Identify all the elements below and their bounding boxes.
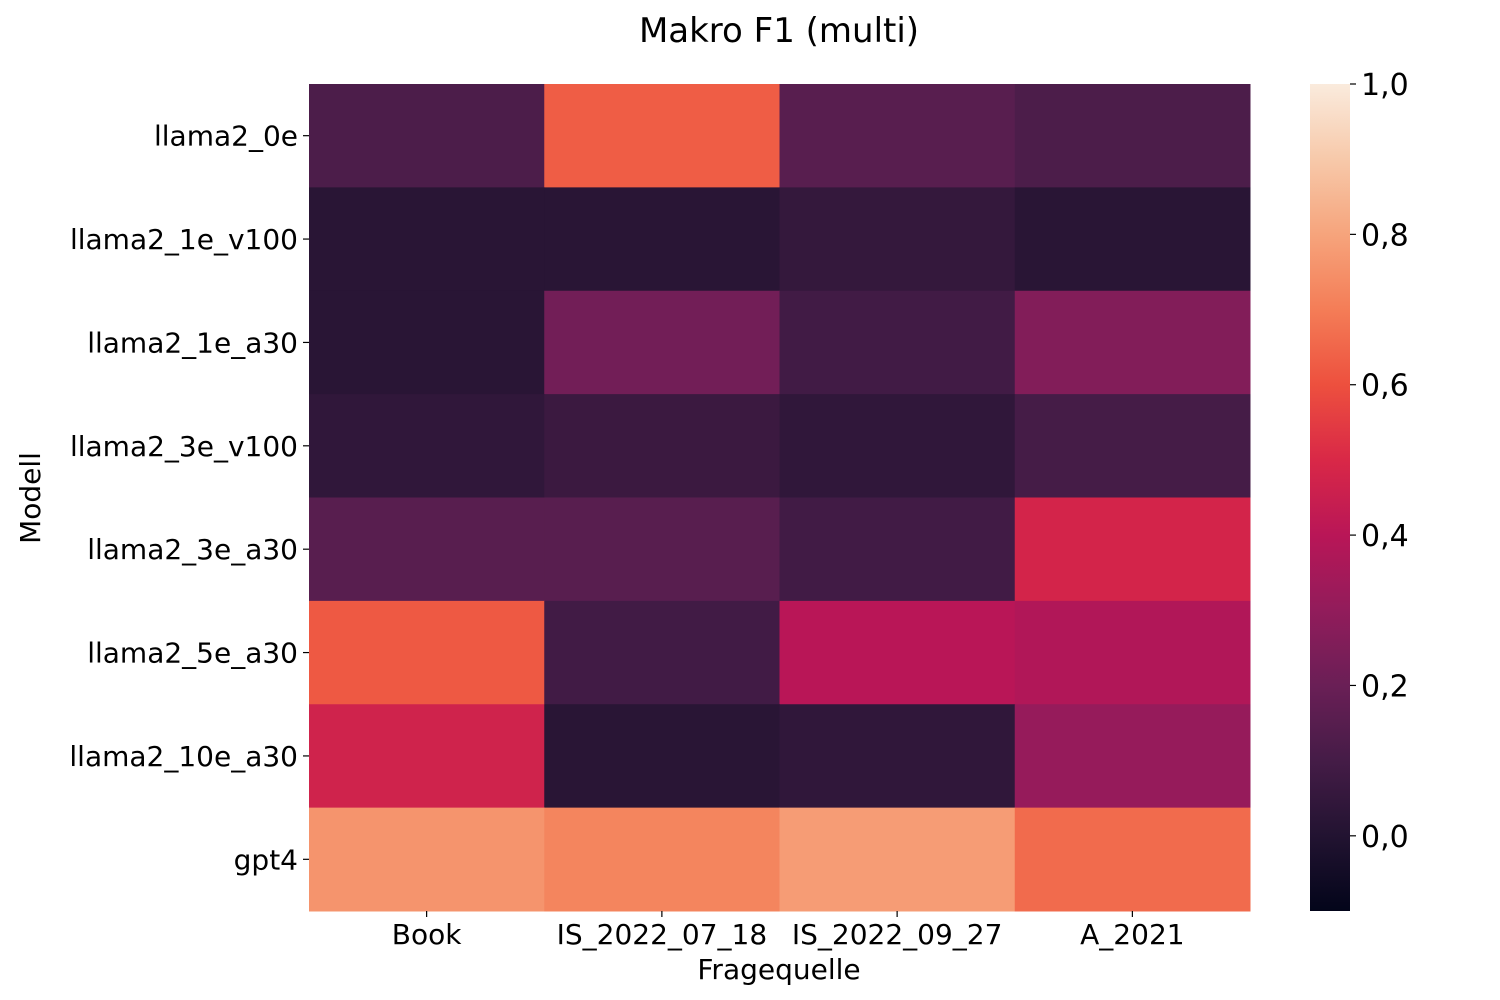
heatmap-cell <box>1014 497 1251 602</box>
x-tick-label: IS_2022_07_18 <box>557 918 768 951</box>
heatmap-cell <box>309 704 545 809</box>
heatmap-cell <box>544 290 780 395</box>
heatmap-cell <box>779 704 1016 809</box>
heatmap-cell <box>1014 187 1251 292</box>
colorbar-tick-label: 0,0 <box>1361 820 1409 855</box>
heatmap-cell <box>544 187 780 292</box>
heatmap-cell <box>544 807 780 912</box>
heatmap-cell <box>1014 290 1251 395</box>
x-tick-label: IS_2022_09_27 <box>792 918 1003 951</box>
heatmap-cell <box>1014 807 1251 912</box>
x-tick-label: A_2021 <box>1080 918 1184 951</box>
heatmap-cell <box>779 187 1016 292</box>
heatmap-cell <box>544 497 780 602</box>
heatmap-cell <box>779 497 1016 602</box>
colorbar-ticks: 0,0 0,2 0,4 0,6 0,8 1,0 <box>1350 68 1409 855</box>
heatmap-cell <box>1014 600 1251 705</box>
heatmap-cell <box>779 290 1016 395</box>
x-tick-labels: Book IS_2022_07_18 IS_2022_09_27 A_2021 <box>392 911 1185 951</box>
heatmap-cell <box>309 290 545 395</box>
chart-title: Makro F1 (multi) <box>639 11 919 51</box>
heatmap-cell <box>779 807 1016 912</box>
colorbar-tick-label: 0,2 <box>1361 669 1409 704</box>
heatmap-cell <box>544 704 780 809</box>
heatmap-cell <box>544 394 780 498</box>
colorbar-tick-label: 0,8 <box>1361 218 1409 253</box>
heatmap-cell <box>779 600 1016 705</box>
y-tick-label: llama2_1e_v100 <box>70 223 298 256</box>
heatmap-cell <box>544 600 780 705</box>
heatmap-cell <box>309 187 545 292</box>
colorbar-tick-label: 0,4 <box>1361 519 1409 554</box>
x-tick-label: Book <box>392 918 462 951</box>
heatmap-cell <box>1014 394 1251 498</box>
y-tick-label: gpt4 <box>234 843 298 876</box>
y-tick-label: llama2_0e <box>154 120 298 153</box>
colorbar-tick-label: 0,6 <box>1361 369 1409 404</box>
heatmap-cell <box>1014 84 1251 188</box>
y-tick-label: llama2_3e_a30 <box>87 533 298 566</box>
y-tick-label: llama2_1e_a30 <box>87 326 298 359</box>
y-tick-label: llama2_5e_a30 <box>87 637 298 670</box>
heatmap-cell <box>309 807 545 912</box>
heatmap-cell <box>309 84 545 188</box>
y-tick-labels: llama2_0e llama2_1e_v100 llama2_1e_a30llam… <box>69 120 309 876</box>
heatmap-cell <box>779 84 1016 188</box>
x-axis-label: Fragequelle <box>697 953 860 986</box>
y-tick-label: llama2_10e_a30 <box>69 740 298 773</box>
heatmap-cell <box>779 394 1016 498</box>
colorbar <box>1310 84 1350 911</box>
heatmap-cell <box>544 84 780 188</box>
heatmap-cell <box>309 497 545 602</box>
heatmap-cell <box>1014 704 1251 809</box>
heatmap-cell <box>309 600 545 705</box>
y-axis-label: Modell <box>14 452 47 544</box>
heatmap-cells <box>309 84 1251 912</box>
colorbar-tick-label: 1,0 <box>1361 68 1409 103</box>
heatmap-cell <box>309 394 545 498</box>
y-tick-label: llama2_3e_v100 <box>70 430 298 463</box>
